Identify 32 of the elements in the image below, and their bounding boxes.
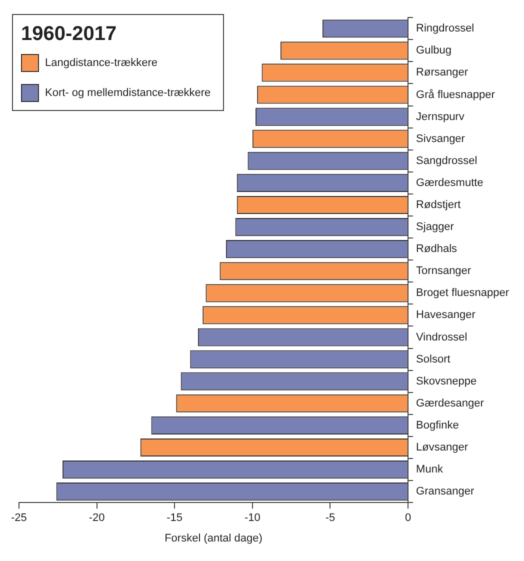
y-tick-label: Rødstjert (416, 199, 461, 212)
y-tick-label: Vindrossel (416, 331, 468, 344)
y-tick-label: Gransanger (416, 486, 474, 498)
y-tick-label: Gærdesmutte (416, 176, 484, 189)
x-tick-label: -15 (166, 512, 183, 524)
y-tick-label: Gærdesanger (416, 397, 484, 410)
y-tick-label: Sjagger (416, 221, 454, 234)
y-tick-label: Skovsneppe (416, 375, 477, 388)
legend-label: Kort- og mellemdistance-trækkere (45, 87, 211, 99)
y-tick-label: Rødhals (416, 243, 458, 256)
y-tick-label: Jernspurv (416, 110, 465, 123)
x-tick-label: -20 (88, 512, 105, 524)
legend-title: 1960-2017 (21, 23, 118, 46)
y-tick-label: Broget fluesnapper (416, 287, 510, 300)
y-tick-label: Sangdrossel (416, 154, 478, 167)
y-tick-label: Løvsanger (416, 442, 468, 454)
x-axis-title: Forskel (antal dage) (164, 532, 262, 544)
y-tick-label: Ringdrossel (416, 22, 474, 35)
y-tick-label: Solsort (416, 353, 450, 366)
legend-label: Langdistance-trækkere (45, 57, 158, 69)
y-tick-label: Rørsanger (416, 66, 468, 79)
y-tick-label: Bogfinke (416, 419, 459, 432)
y-tick-label: Sivsanger (416, 132, 466, 145)
x-tick-label: 0 (404, 512, 412, 524)
x-tick-label: -5 (325, 512, 336, 524)
x-tick-label: -10 (244, 512, 260, 524)
y-tick-label: Havesanger (416, 309, 476, 322)
y-tick-label: Grå fluesnapper (416, 88, 496, 101)
y-tick-label: Gulbug (416, 44, 452, 57)
x-tick-label: -25 (10, 512, 27, 524)
y-tick-label: Tornsanger (416, 265, 472, 278)
y-tick-label: Munk (416, 464, 444, 476)
